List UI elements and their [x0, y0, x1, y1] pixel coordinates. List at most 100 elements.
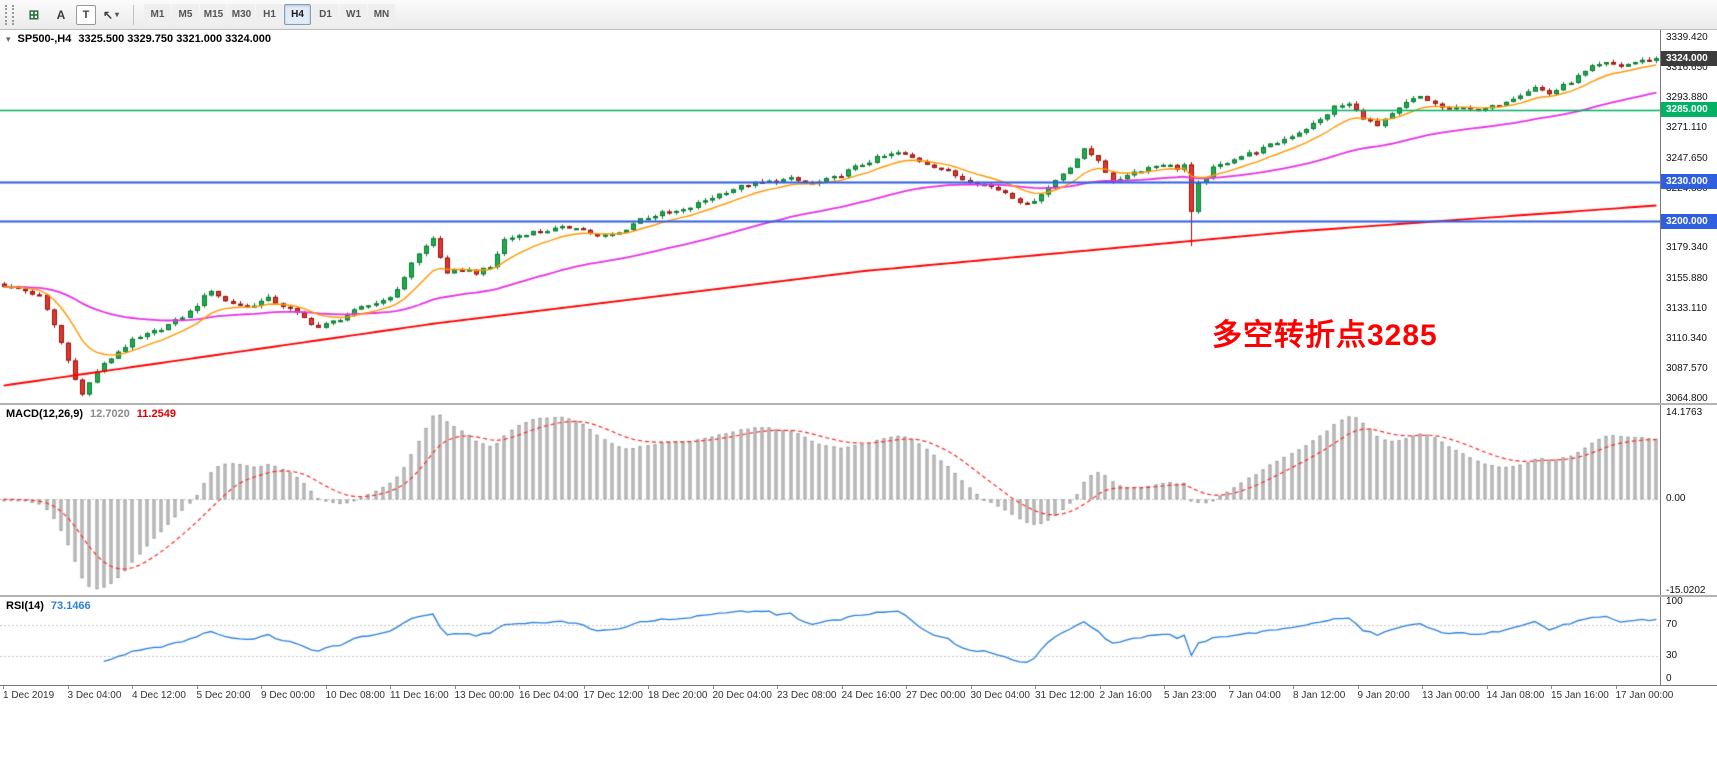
- toolbar-grip-handle[interactable]: [5, 4, 14, 25]
- level-price-badge: 3230.000: [1661, 174, 1717, 190]
- price-axis-label: 3339.420: [1666, 32, 1708, 43]
- macd-main-value: 12.7020: [90, 408, 130, 420]
- chart-symbol-label: SP500-,H4: [17, 33, 72, 45]
- rsi-axis[interactable]: 100 70 30 0: [1660, 597, 1717, 685]
- time-axis-label: 17 Jan 00:00: [1615, 690, 1674, 701]
- chevron-down-icon: ▾: [115, 10, 120, 19]
- price-axis[interactable]: 3339.420 3316.650 3293.880 3271.110 3247.650…: [1660, 30, 1717, 403]
- time-axis-label: 8 Jan 12:00: [1293, 690, 1346, 701]
- price-axis-label: 3087.570: [1666, 363, 1708, 375]
- toolbar: ⊞ A T ↖ ▾ M1 M5 M15 M30 H1 H4 D1 W1 MN: [0, 0, 1717, 30]
- text-annotation-button[interactable]: A: [49, 4, 73, 26]
- price-chart-panel: ▾ SP500-,H4 3325.500 3329.750 3321.000 3…: [0, 30, 1717, 403]
- rsi-axis-label: 30: [1666, 649, 1678, 661]
- time-axis-label: 30 Dec 04:00: [970, 690, 1031, 701]
- crosshair-grid-button[interactable]: ⊞: [22, 4, 46, 26]
- macd-canvas[interactable]: [0, 405, 1660, 595]
- time-axis-tick: [1164, 686, 1165, 689]
- time-axis-tick: [132, 686, 133, 689]
- time-axis-tick: [777, 686, 778, 689]
- time-axis-tick: [1228, 686, 1230, 689]
- rsi-header: RSI(14) 73.1466: [6, 600, 91, 612]
- macd-axis[interactable]: 14.1763 0.00 -15.0202: [1660, 405, 1717, 595]
- time-axis-label: 16 Dec 04:00: [519, 690, 579, 701]
- time-axis-tick: [583, 686, 585, 689]
- macd-panel: MACD(12,26,9) 12.7020 11.2549 14.1763 0.0…: [0, 405, 1717, 595]
- timeframe-button-M5[interactable]: M5: [172, 4, 199, 25]
- time-axis-label: 5 Dec 20:00: [196, 690, 251, 701]
- text-label-button[interactable]: T: [76, 4, 96, 25]
- chart-ohlc-values: 3325.500 3329.750 3321.000 3324.000: [78, 33, 272, 45]
- time-axis-tick: [1615, 686, 1617, 689]
- objects-dropdown-button[interactable]: ↖ ▾: [99, 4, 123, 26]
- time-axis-tick: [1293, 686, 1294, 689]
- timeframe-button-H4[interactable]: H4: [284, 4, 311, 25]
- price-axis-label: 3293.880: [1666, 91, 1708, 103]
- timeframe-button-D1[interactable]: D1: [312, 4, 339, 25]
- rsi-panel: RSI(14) 73.1466 100 70 30 0: [0, 597, 1717, 685]
- current-price-badge: 3324.000: [1661, 50, 1717, 66]
- time-axis-tick: [648, 686, 649, 689]
- time-axis-label: 14 Jan 08:00: [1486, 690, 1545, 701]
- time-axis-tick: [67, 686, 69, 689]
- price-axis-label: 3110.340: [1666, 333, 1707, 345]
- price-axis-label: 3271.110: [1666, 121, 1707, 133]
- time-axis-tick: [196, 686, 198, 689]
- macd-axis-label: 14.1763: [1666, 407, 1703, 418]
- time-axis-tick: [1357, 686, 1359, 689]
- time-axis-label: 2 Jan 16:00: [1099, 690, 1152, 701]
- price-axis-label: 3064.800: [1666, 393, 1708, 403]
- price-axis-label: 3179.340: [1666, 242, 1708, 254]
- toolbar-separator: [133, 4, 134, 25]
- rsi-axis-label: 70: [1666, 619, 1678, 631]
- panel-resize-handle-macd[interactable]: [0, 403, 1717, 405]
- price-chart-canvas[interactable]: [0, 30, 1660, 403]
- cursor-icon: ↖: [102, 7, 114, 22]
- timeframe-button-M1[interactable]: M1: [144, 4, 171, 25]
- time-axis-tick: [906, 686, 907, 689]
- time-axis-tick: [841, 686, 843, 689]
- timeframe-button-W1[interactable]: W1: [340, 4, 367, 25]
- time-axis-label: 13 Dec 00:00: [454, 690, 515, 701]
- timeframe-button-M30[interactable]: M30: [228, 4, 255, 25]
- time-axis-label: 24 Dec 16:00: [841, 690, 902, 701]
- macd-label: MACD(12,26,9): [6, 408, 84, 420]
- rsi-axis-label: 100: [1666, 597, 1683, 607]
- grid-icon: ⊞: [28, 6, 40, 22]
- time-axis-label: 5 Jan 23:00: [1164, 690, 1217, 701]
- time-axis-tick: [1551, 686, 1552, 689]
- time-axis-label: 3 Dec 04:00: [67, 690, 122, 701]
- rsi-canvas[interactable]: [0, 597, 1660, 685]
- time-axis-label: 1 Dec 2019: [3, 690, 55, 701]
- time-axis-label: 11 Dec 16:00: [390, 690, 449, 701]
- time-axis-label: 31 Dec 12:00: [1035, 690, 1095, 701]
- time-axis-label: 23 Dec 08:00: [777, 690, 837, 701]
- time-axis[interactable]: 1 Dec 2019 3 Dec 04:00 4 Dec 12:00 5 Dec 20…: [0, 685, 1717, 705]
- annotation-text[interactable]: 多空转折点3285: [1212, 319, 1438, 352]
- time-axis-label: 4 Dec 12:00: [132, 690, 186, 701]
- time-axis-tick: [325, 686, 327, 689]
- macd-header: MACD(12,26,9) 12.7020 11.2549: [6, 408, 176, 420]
- time-axis-label: 27 Dec 00:00: [906, 690, 966, 701]
- chart-collapse-icon[interactable]: ▾: [6, 34, 11, 44]
- price-axis-label: 3247.650: [1666, 152, 1708, 164]
- time-axis-label: 9 Jan 20:00: [1357, 690, 1410, 701]
- timeframe-button-H1[interactable]: H1: [256, 4, 283, 25]
- timeframe-button-M15[interactable]: M15: [200, 4, 227, 25]
- time-axis-tick: [3, 686, 4, 689]
- time-axis-tick: [712, 686, 714, 689]
- rsi-label: RSI(14): [6, 600, 44, 612]
- time-axis-tick: [1099, 686, 1101, 689]
- timeframe-button-MN[interactable]: MN: [368, 4, 395, 25]
- time-axis-label: 17 Dec 12:00: [583, 690, 644, 701]
- rsi-value: 73.1466: [50, 600, 91, 612]
- time-axis-label: 10 Dec 08:00: [325, 690, 386, 701]
- level-price-badge: 3200.000: [1661, 213, 1717, 229]
- time-axis-label: 9 Dec 00:00: [261, 690, 315, 701]
- time-axis-label: 7 Jan 04:00: [1228, 690, 1281, 701]
- time-axis-label: 18 Dec 20:00: [648, 690, 708, 701]
- chart-header: ▾ SP500-,H4 3325.500 3329.750 3321.000 3…: [6, 33, 271, 45]
- panel-resize-handle-rsi[interactable]: [0, 595, 1717, 597]
- time-axis-label: 13 Jan 00:00: [1422, 690, 1480, 701]
- macd-axis-label: -15.0202: [1666, 585, 1706, 595]
